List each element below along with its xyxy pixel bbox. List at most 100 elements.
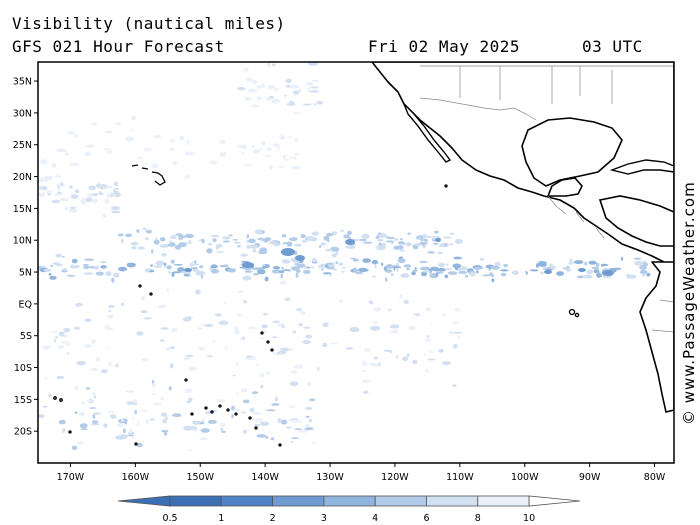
visibility-patch (137, 246, 146, 250)
visibility-patch (68, 208, 78, 213)
lat-tick-label: 35N (13, 77, 32, 88)
visibility-patch (108, 410, 115, 414)
visibility-patch (242, 151, 245, 155)
visibility-patch (582, 274, 593, 279)
visibility-patch (169, 147, 175, 151)
visibility-patch (141, 357, 149, 362)
visibility-patch (131, 436, 135, 440)
visibility-patch (83, 265, 90, 270)
visibility-patch (290, 156, 293, 160)
visibility-patch (44, 377, 48, 380)
visibility-patch (42, 405, 48, 408)
visibility-patch (216, 251, 225, 254)
visibility-patch (381, 262, 384, 267)
visibility-patch (100, 265, 107, 269)
visibility-patch (76, 441, 84, 445)
visibility-patch (188, 239, 192, 244)
visibility-patch (343, 234, 350, 239)
visibility-patch (258, 250, 268, 255)
visibility-patch (402, 356, 409, 362)
visibility-patch (125, 136, 135, 142)
visibility-patch (219, 422, 226, 427)
visibility-patch (218, 320, 229, 326)
visibility-patch (361, 369, 367, 372)
visibility-patch (306, 266, 311, 269)
visibility-patch (307, 87, 311, 92)
visibility-patch (412, 269, 418, 272)
visibility-patch (348, 237, 352, 240)
visibility-patch (136, 442, 143, 448)
visibility-patch (277, 322, 283, 327)
visibility-patch (397, 241, 405, 245)
visibility-patch (177, 235, 187, 239)
lat-tick-label: 25N (13, 140, 32, 151)
visibility-patch (577, 275, 584, 279)
visibility-patch (277, 146, 280, 150)
visibility-patch (295, 269, 301, 273)
visibility-patch (169, 363, 174, 369)
visibility-patch (294, 243, 302, 247)
visibility-patch (288, 405, 296, 409)
visibility-patch (308, 62, 318, 66)
visibility-patch (368, 300, 374, 305)
visibility-patch (400, 273, 410, 278)
visibility-patch (170, 138, 175, 143)
visibility-patch (127, 434, 135, 437)
visibility-patch (56, 263, 62, 267)
visibility-patch (284, 297, 291, 301)
visibility-patch (453, 307, 461, 312)
visibility-patch (60, 264, 64, 266)
visibility-patch (362, 390, 369, 394)
visibility-patch (429, 268, 432, 274)
visibility-patch (74, 189, 80, 194)
visibility-patch (106, 193, 112, 198)
visibility-patch (140, 409, 149, 412)
visibility-patch (100, 369, 108, 374)
visibility-patch (219, 151, 227, 157)
visibility-patch (208, 243, 213, 246)
visibility-patch (171, 327, 179, 333)
visibility-patch (244, 270, 253, 273)
visibility-patch (99, 184, 108, 189)
visibility-patch (282, 154, 287, 159)
visibility-patch (175, 233, 183, 236)
visibility-patch (265, 154, 270, 157)
visibility-patch (92, 414, 96, 419)
visibility-patch (168, 270, 171, 275)
visibility-patch (329, 342, 339, 345)
visibility-patch (118, 266, 128, 272)
visibility-patch (309, 90, 320, 93)
visibility-patch (44, 175, 54, 180)
visibility-patch (173, 264, 183, 266)
visibility-patch (314, 103, 317, 106)
visibility-patch (161, 429, 169, 433)
visibility-patch (273, 352, 278, 355)
lon-tick-label: 170W (57, 472, 85, 483)
visibility-patch (49, 275, 57, 280)
visibility-patch (298, 89, 302, 92)
country-borders (419, 65, 674, 333)
visibility-patch (265, 435, 269, 439)
visibility-patch (38, 414, 45, 419)
visibility-patch (173, 271, 181, 274)
visibility-patch (568, 261, 574, 265)
legend-label: 0.5 (162, 513, 177, 524)
visibility-patch (54, 175, 62, 178)
visibility-patch (503, 263, 508, 268)
lat-tick-label: 15S (14, 395, 32, 406)
visibility-patch (341, 270, 345, 273)
visibility-patch (340, 229, 345, 232)
visibility-patch (386, 236, 395, 240)
visibility-patch (586, 269, 594, 275)
visibility-patch (46, 190, 53, 194)
visibility-patch (183, 356, 191, 361)
visibility-patch (125, 390, 135, 393)
visibility-patch (285, 78, 292, 83)
visibility-patch (257, 269, 266, 275)
visibility-patch (116, 423, 124, 428)
visibility-patch (211, 269, 219, 274)
visibility-patch (376, 235, 379, 239)
visibility-patch (54, 193, 60, 196)
visibility-patch (197, 327, 202, 330)
visibility-patch (185, 354, 194, 357)
